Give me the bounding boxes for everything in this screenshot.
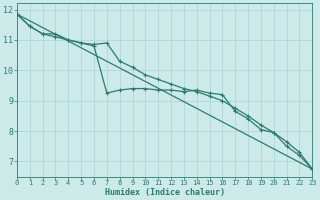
- X-axis label: Humidex (Indice chaleur): Humidex (Indice chaleur): [105, 188, 225, 197]
